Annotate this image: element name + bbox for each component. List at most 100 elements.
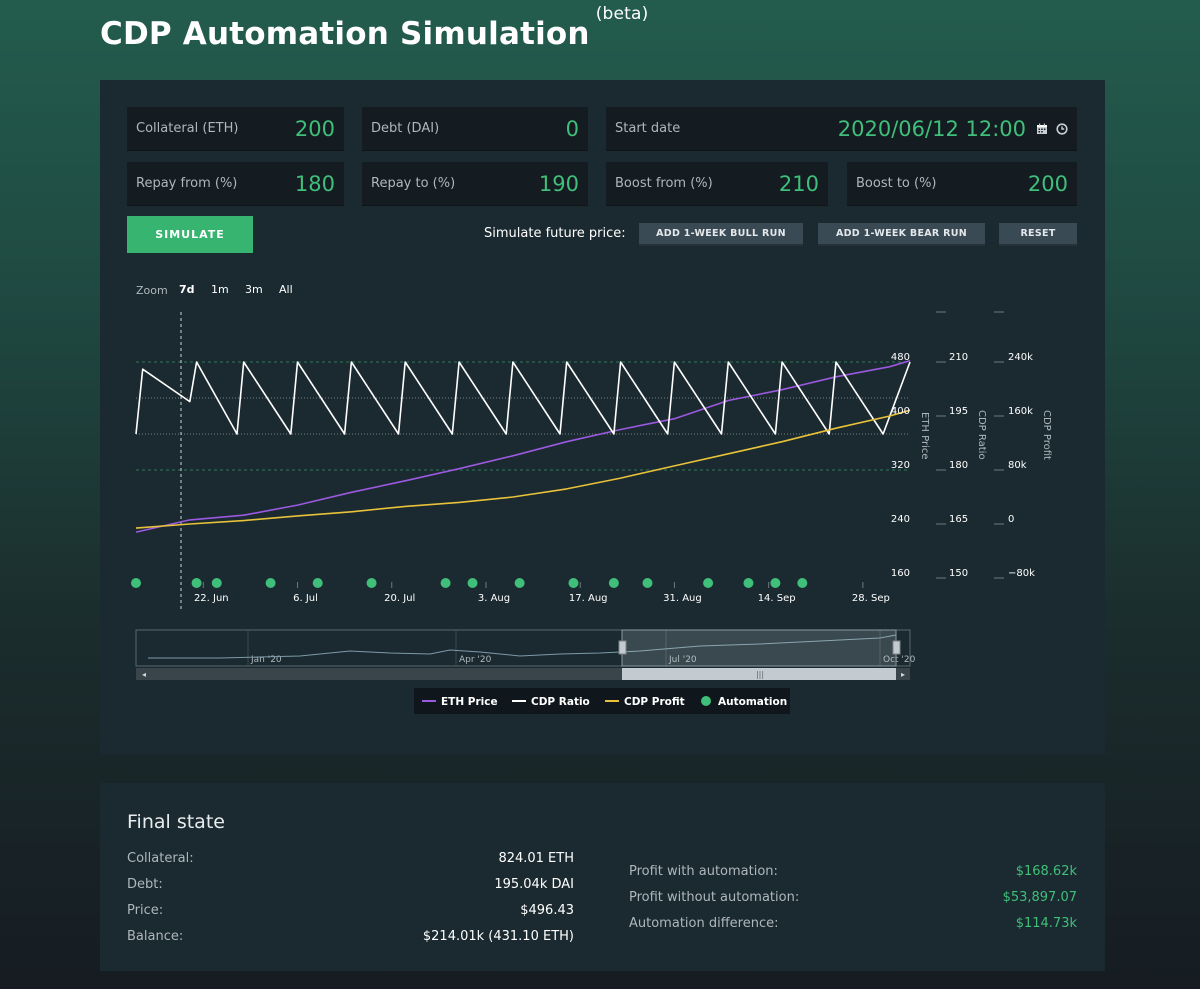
chart-series <box>135 359 911 533</box>
navigator-tick-label: Jul '20 <box>668 655 697 665</box>
repay-to-label: Repay to (%) <box>371 176 456 191</box>
collateral-field[interactable]: Collateral (ETH) 200 <box>127 107 344 151</box>
start-date-value[interactable]: 2020/06/12 12:00 <box>837 116 1026 141</box>
automation-marker <box>467 578 478 588</box>
zoom-3m-button[interactable]: 3m <box>245 283 263 296</box>
beta-badge: (beta) <box>595 3 649 24</box>
x-tick-label: 6. Jul <box>293 593 318 604</box>
profit-without-label: Profit without automation: <box>629 890 800 905</box>
x-tick-label: 3. Aug <box>478 593 510 604</box>
calendar-icon[interactable] <box>1036 123 1048 135</box>
axis-tick-label: 240k <box>1008 352 1033 363</box>
automation-marker <box>797 578 808 588</box>
final-price-value: $496.43 <box>520 903 574 918</box>
zoom-selector: Zoom 7d 1m 3m All <box>136 283 293 297</box>
x-tick-label: 28. Sep <box>852 593 890 604</box>
scroll-left-icon[interactable]: ◂ <box>142 670 146 679</box>
automation-marker <box>743 578 754 588</box>
navigator-series <box>148 634 897 659</box>
profit-axis-title: CDP Profit <box>1041 410 1052 460</box>
final-debt-label: Debt: <box>127 877 163 892</box>
legend-ratio-label[interactable]: CDP Ratio <box>531 696 590 708</box>
cdp-ratio-axis: CDP Ratio 150 165 180 195 210 <box>936 311 987 579</box>
debt-field[interactable]: Debt (DAI) 0 <box>362 107 588 151</box>
profit-without-value: $53,897.07 <box>1002 890 1077 905</box>
x-tick-label: 17. Aug <box>569 593 608 604</box>
automation-marker <box>440 578 451 588</box>
navigator-tick-label: Jan '20 <box>250 655 282 665</box>
page-title: CDP Automation Simulation(beta) <box>100 4 649 52</box>
start-date-label: Start date <box>615 121 681 136</box>
bull-run-button[interactable]: ADD 1-WEEK BULL RUN <box>639 223 803 246</box>
automation-marker <box>366 578 377 588</box>
automation-marker <box>131 578 141 588</box>
scrollbar-thumb[interactable] <box>622 668 896 680</box>
cdp-profit-axis: CDP Profit −80k 0 80k 160k 240k <box>994 311 1052 579</box>
boost-to-value[interactable]: 200 <box>1027 171 1068 196</box>
series-line-cdp-profit <box>135 409 911 529</box>
clock-icon[interactable] <box>1056 122 1068 135</box>
zoom-1m-button[interactable]: 1m <box>211 283 229 296</box>
legend-profit-label[interactable]: CDP Profit <box>624 696 685 708</box>
x-axis: 22. Jun 6. Jul 20. Jul 3. Aug 17. Aug 31. Aug… <box>194 582 890 604</box>
bear-run-button[interactable]: ADD 1-WEEK BEAR RUN <box>818 223 985 246</box>
automation-marker <box>568 578 579 588</box>
navigator-selection[interactable] <box>621 629 897 667</box>
reset-button[interactable]: RESET <box>999 223 1077 246</box>
collateral-value[interactable]: 200 <box>294 116 335 141</box>
chart-legend: ETH Price CDP Ratio CDP Profit Automatio… <box>414 688 790 714</box>
axis-tick-label: 210 <box>949 352 968 363</box>
simulation-chart: Zoom 7d 1m 3m All 22. Jun 6. Jul 20. Jul 3.… <box>131 283 1052 714</box>
boost-to-label: Boost to (%) <box>856 176 937 191</box>
legend-eth-label[interactable]: ETH Price <box>441 696 498 708</box>
axis-tick-label: 160 <box>891 568 910 579</box>
boost-from-value[interactable]: 210 <box>778 171 819 196</box>
zoom-all-button[interactable]: All <box>279 283 293 296</box>
axis-tick-label: 240 <box>891 514 910 525</box>
repay-from-value[interactable]: 180 <box>294 171 335 196</box>
axis-tick-label: 160k <box>1008 406 1033 417</box>
axis-tick-label: −80k <box>1008 568 1035 579</box>
boost-from-label: Boost from (%) <box>615 176 713 191</box>
simulation-panel: Collateral (ETH) 200 Debt (DAI) 0 Start … <box>100 80 1105 755</box>
repay-from-field[interactable]: Repay from (%) 180 <box>127 162 344 206</box>
repay-to-field[interactable]: Repay to (%) 190 <box>362 162 588 206</box>
axis-tick-label: 320 <box>891 460 910 471</box>
ratio-axis-title: CDP Ratio <box>976 410 987 460</box>
profit-with-label: Profit with automation: <box>629 864 778 879</box>
page-title-text: CDP Automation Simulation <box>100 16 590 52</box>
simulate-button[interactable]: SIMULATE <box>127 216 253 253</box>
debt-value[interactable]: 0 <box>565 116 579 141</box>
x-tick-label: 14. Sep <box>758 593 796 604</box>
final-balance-value: $214.01k (431.10 ETH) <box>422 929 574 944</box>
navigator-left-handle[interactable] <box>618 640 627 655</box>
boost-to-field[interactable]: Boost to (%) 200 <box>847 162 1077 206</box>
axis-tick-label: 195 <box>949 406 968 417</box>
final-balance-label: Balance: <box>127 929 184 944</box>
collateral-label: Collateral (ETH) <box>136 121 239 136</box>
axis-tick-label: 400 <box>891 406 910 417</box>
profit-with-value: $168.62k <box>1015 864 1077 879</box>
legend-automation-label[interactable]: Automation <box>718 696 787 708</box>
navigator-right-handle[interactable] <box>892 640 901 655</box>
automation-marker <box>703 578 714 588</box>
legend-box <box>414 688 790 714</box>
eth-axis-title: ETH Price <box>919 412 930 460</box>
repay-to-value[interactable]: 190 <box>538 171 579 196</box>
range-navigator[interactable]: Jan '20 Apr '20 Jul '20 Oct '20 ||| ◂ ▸ <box>135 629 916 680</box>
final-price-label: Price: <box>127 903 164 918</box>
automation-marker <box>514 578 525 588</box>
scroll-right-icon[interactable]: ▸ <box>901 670 905 679</box>
scrollbar-grip-icon: ||| <box>756 670 764 679</box>
automation-marker <box>312 578 323 588</box>
boost-from-field[interactable]: Boost from (%) 210 <box>606 162 828 206</box>
series-line-cdp-ratio <box>135 361 911 435</box>
automation-markers <box>131 578 808 588</box>
start-date-field[interactable]: Start date 2020/06/12 12:00 <box>606 107 1077 151</box>
repay-from-label: Repay from (%) <box>136 176 238 191</box>
zoom-7d-button[interactable]: 7d <box>179 283 195 296</box>
automation-marker <box>191 578 202 588</box>
navigator-ticks: Jan '20 Apr '20 Jul '20 Oct '20 <box>247 630 916 666</box>
axis-tick-label: 0 <box>1008 514 1014 525</box>
final-collateral-label: Collateral: <box>127 851 194 866</box>
